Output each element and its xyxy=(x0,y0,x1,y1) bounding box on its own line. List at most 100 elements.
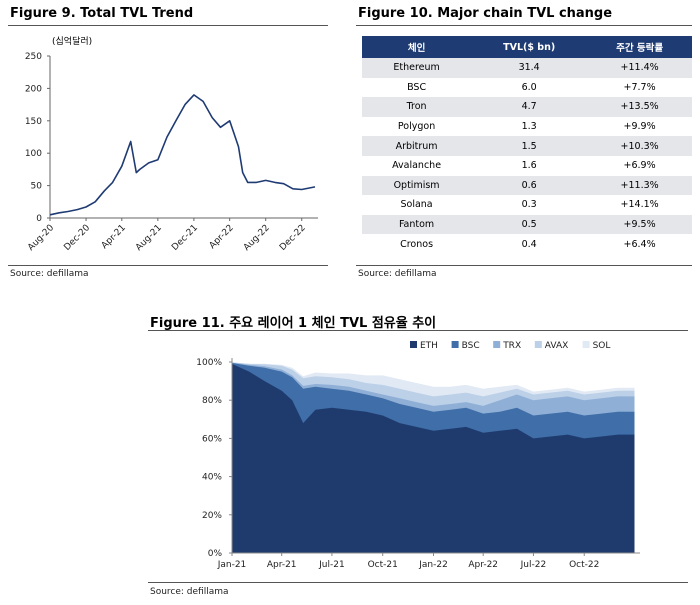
tvl-value-cell: 0.5 xyxy=(471,214,588,235)
figure-9-title-rule xyxy=(8,25,328,26)
legend-label-eth: ETH xyxy=(420,341,438,351)
figure-11-chart: ETH BSC TRX AVAX SOL 0% 20% 40% 60% 80% 100% Jan-21… xyxy=(196,341,640,570)
figure-11-source-rule xyxy=(148,582,688,583)
table-row: Polygon 1.3 +9.9% xyxy=(362,116,692,137)
tvl-value-cell: 0.4 xyxy=(471,234,588,254)
table-row: Cronos 0.4 +6.4% xyxy=(362,234,692,254)
legend-label-sol: SOL xyxy=(593,341,611,351)
weekly-change-cell: +6.9% xyxy=(587,155,692,176)
chain-name-cell: Arbitrum xyxy=(362,136,472,156)
y-tick-label: 80% xyxy=(202,396,222,406)
x-tick-label: Jan-22 xyxy=(418,560,448,570)
x-tick-label: Aug-20 xyxy=(26,223,56,253)
y-tick-label: 0% xyxy=(208,549,223,559)
column-header-weekly-change: 주간 등락률 xyxy=(587,36,692,58)
y-tick-label: 150 xyxy=(25,117,42,127)
table-row: Arbitrum 1.5 +10.3% xyxy=(362,136,692,156)
legend-swatch-eth xyxy=(410,341,417,348)
x-tick-label: Jul-22 xyxy=(520,560,547,570)
legend-label-bsc: BSC xyxy=(462,341,480,351)
x-tick-label: Dec-21 xyxy=(170,223,200,253)
table-row: Ethereum 31.4 +11.4% xyxy=(362,58,692,78)
chain-name-cell: Fantom xyxy=(362,214,472,235)
tvl-value-cell: 6.0 xyxy=(471,77,588,98)
weekly-change-cell: +14.1% xyxy=(587,195,692,215)
chain-name-cell: Cronos xyxy=(362,234,472,254)
chain-name-cell: Ethereum xyxy=(362,58,472,78)
chain-name-cell: Tron xyxy=(362,97,472,117)
x-tick-label: Apr-22 xyxy=(208,223,236,251)
tvl-value-cell: 4.7 xyxy=(471,97,588,117)
weekly-change-cell: +9.9% xyxy=(587,116,692,137)
tvl-table: 체인 TVL($ bn) 주간 등락률 Ethereum 31.4 +11.4% BS… xyxy=(362,36,692,254)
x-tick-label: Dec-22 xyxy=(278,223,308,253)
y-tick-label: 50 xyxy=(31,182,43,192)
figure-10-title-rule xyxy=(356,25,692,26)
tvl-value-cell: 1.3 xyxy=(471,116,588,137)
column-header-chain: 체인 xyxy=(362,36,472,58)
x-tick-label: Jul-21 xyxy=(318,560,345,570)
figure-9-title: Figure 9. Total TVL Trend xyxy=(10,6,194,21)
x-tick-label: Apr-22 xyxy=(468,560,498,570)
tvl-value-cell: 31.4 xyxy=(471,58,588,78)
weekly-change-cell: +13.5% xyxy=(587,97,692,117)
figure-11-title-rule xyxy=(148,330,688,331)
table-row: Optimism 0.6 +11.3% xyxy=(362,175,692,196)
y-tick-label: 250 xyxy=(25,52,42,62)
weekly-change-cell: +9.5% xyxy=(587,214,692,235)
legend-swatch-bsc xyxy=(451,341,459,348)
x-tick-label: Apr-21 xyxy=(267,560,297,570)
table-row: BSC 6.0 +7.7% xyxy=(362,77,692,98)
legend-swatch-avax xyxy=(534,341,542,348)
y-tick-label: 100% xyxy=(196,358,222,368)
figure-10-title: Figure 10. Major chain TVL change xyxy=(358,6,613,21)
tvl-line-series xyxy=(49,94,316,216)
table-body: Ethereum 31.4 +11.4% BSC 6.0 +7.7% Tron 4.7 +13.… xyxy=(362,58,692,254)
tvl-value-cell: 1.6 xyxy=(471,155,588,176)
weekly-change-cell: +11.3% xyxy=(587,175,692,196)
column-header-tvl: TVL($ bn) xyxy=(471,36,588,58)
x-tick-label: Oct-21 xyxy=(368,560,398,570)
chain-name-cell: Optimism xyxy=(362,175,472,196)
figure-9-source-rule xyxy=(8,265,328,266)
table-row: Solana 0.3 +14.1% xyxy=(362,195,692,215)
table-header-row: 체인 TVL($ bn) 주간 등락률 xyxy=(362,36,692,58)
y-tick-label: 40% xyxy=(202,473,222,483)
chain-name-cell: Polygon xyxy=(362,116,472,137)
x-tick-label: Oct-22 xyxy=(569,560,599,570)
table-row: Tron 4.7 +13.5% xyxy=(362,97,692,117)
tvl-value-cell: 0.6 xyxy=(471,175,588,196)
legend-swatch-trx xyxy=(493,341,501,348)
legend-swatch-sol xyxy=(582,341,590,348)
tvl-value-cell: 0.3 xyxy=(471,195,588,215)
y-tick-label: 200 xyxy=(25,84,42,94)
figure-11-source: Source: defillama xyxy=(150,587,229,597)
x-tick-label: Jan-21 xyxy=(217,560,247,570)
weekly-change-cell: +10.3% xyxy=(587,136,692,156)
y-tick-label: 100 xyxy=(25,149,42,159)
table-row: Fantom 0.5 +9.5% xyxy=(362,214,692,235)
weekly-change-cell: +11.4% xyxy=(587,58,692,78)
chain-name-cell: BSC xyxy=(362,77,472,98)
chain-name-cell: Avalanche xyxy=(362,155,472,176)
figure-9-source: Source: defillama xyxy=(10,269,89,279)
tvl-value-cell: 1.5 xyxy=(471,136,588,156)
figure-11-title: Figure 11. 주요 레이어 1 체인 TVL 점유율 추이 xyxy=(150,316,437,331)
legend-label-trx: TRX xyxy=(502,341,521,351)
figure-10-source-rule xyxy=(356,265,692,266)
x-tick-label: Apr-21 xyxy=(100,223,128,251)
weekly-change-cell: +7.7% xyxy=(587,77,692,98)
legend-label-avax: AVAX xyxy=(545,341,568,351)
figure-9-unit-label: (십억달러) xyxy=(52,35,92,47)
y-tick-label: 60% xyxy=(202,434,222,444)
chain-name-cell: Solana xyxy=(362,195,472,215)
figure-10-source: Source: defillama xyxy=(358,269,437,279)
x-tick-label: Dec-20 xyxy=(62,223,92,253)
figure-9-chart: (십억달러) 0 50 100 150 200 250 Aug-20 Dec-20 Apr-21… xyxy=(25,35,318,253)
table-row: Avalanche 1.6 +6.9% xyxy=(362,155,692,176)
weekly-change-cell: +6.4% xyxy=(587,234,692,254)
x-tick-label: Aug-22 xyxy=(242,223,272,253)
y-tick-label: 20% xyxy=(202,511,222,521)
area-series-eth xyxy=(232,363,635,553)
y-tick-label: 0 xyxy=(36,214,42,224)
